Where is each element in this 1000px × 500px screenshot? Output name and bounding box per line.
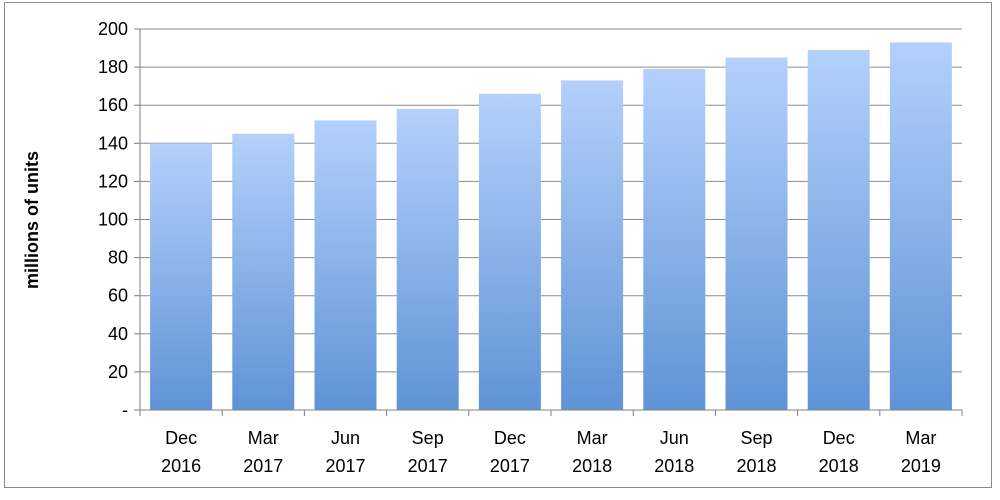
y-tick-label: 80 [108,248,128,268]
bars [150,42,952,411]
y-tick-label: 180 [98,57,128,77]
x-tick-label: 2017 [243,456,283,476]
y-tick-labels: - 20 40 60 80 100 120 140 160 180 200 [98,19,128,420]
bar [725,57,788,410]
y-tick-label: 40 [108,324,128,344]
x-tick-label: 2019 [901,456,941,476]
y-tick-label: 100 [98,210,128,230]
x-tick-label: 2018 [654,456,694,476]
x-tick-label: Dec [494,428,526,448]
y-tick-label: 160 [98,95,128,115]
bar [232,133,295,410]
x-tick-label: 2016 [161,456,201,476]
y-tick-label: 200 [98,19,128,39]
bar [314,120,377,410]
bar [807,49,870,410]
x-tick-label: 2017 [325,456,365,476]
x-tick-label: Mar [577,428,608,448]
y-tick-label: 120 [98,171,128,191]
bar [150,143,213,411]
x-tick-label: 2018 [572,456,612,476]
bar [478,93,541,411]
x-tick-label: Mar [905,428,936,448]
x-tick-label: 2018 [819,456,859,476]
bar [889,42,952,411]
x-tick-label: Jun [331,428,360,448]
x-tick-label: Jun [660,428,689,448]
x-tick-label: Sep [412,428,444,448]
bar [396,109,459,410]
x-tick-label: Mar [248,428,279,448]
x-tick-label: Dec [165,428,197,448]
x-tick-label: 2017 [490,456,530,476]
y-tick-label: 140 [98,133,128,153]
x-tick-label: 2017 [408,456,448,476]
x-tick-labels: Dec 2016 Mar 2017 Jun 2017 Sep 2017 Dec 2017 Mar 20… [161,428,941,476]
bar [561,80,624,410]
y-axis-label: millions of units [22,151,42,289]
y-tick-label: - [122,400,128,420]
bar [643,69,706,410]
axes [134,28,963,416]
y-tick-label: 20 [108,362,128,382]
x-tick-label: Sep [740,428,772,448]
x-tick-label: 2018 [736,456,776,476]
x-tick-label: Dec [823,428,855,448]
y-tick-label: 60 [108,286,128,306]
